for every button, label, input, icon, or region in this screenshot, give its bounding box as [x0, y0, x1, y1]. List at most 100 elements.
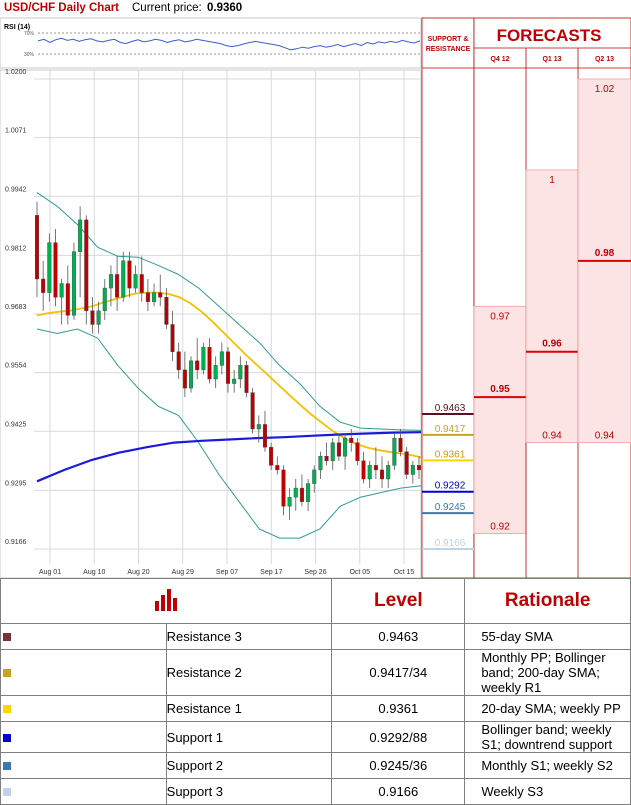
bollinger-lower-line — [36, 328, 422, 539]
y-tick-label: 0.9425 — [5, 421, 27, 428]
level-swatch-cell — [0, 752, 167, 779]
forecast-high-label: 0.97 — [490, 311, 510, 322]
candle-body — [293, 487, 298, 498]
level-row: Resistance 1 0.9361 20-day SMA; weekly PP — [0, 695, 631, 722]
bar-chart-icon — [155, 588, 178, 611]
level-color-swatch — [3, 705, 11, 713]
candle-body — [361, 460, 366, 480]
candle-body — [349, 437, 354, 443]
candle-body — [176, 351, 181, 371]
candle-body — [355, 442, 360, 462]
candle-body — [84, 219, 89, 312]
level-swatch-cell — [0, 623, 167, 650]
level-value: 0.9292/88 — [331, 721, 466, 753]
candle-body — [102, 287, 107, 312]
forecast-median-label: 0.95 — [490, 384, 510, 395]
level-name: Support 1 — [165, 721, 333, 753]
level-row: Support 1 0.9292/88 Bollinger band; weekly… — [0, 721, 631, 753]
candle-body — [152, 292, 157, 302]
candle-body — [207, 346, 212, 380]
forecast-period-label: Q1 13 — [542, 56, 561, 63]
level-rationale: 55-day SMA — [464, 623, 631, 650]
level-name: Resistance 2 — [165, 649, 333, 696]
candle-body — [250, 392, 255, 430]
level-rationale: Bollinger band; weekly S1; downtrend sup… — [464, 721, 631, 753]
candle-body — [47, 242, 52, 293]
candle-body — [232, 378, 237, 384]
level-header: Level — [331, 578, 466, 624]
candle-body — [262, 424, 267, 448]
level-value: 0.9245/36 — [331, 752, 466, 779]
level-color-swatch — [3, 733, 11, 742]
chart-icon-cell — [0, 578, 333, 624]
candle-body — [139, 274, 144, 293]
candle-body — [336, 442, 341, 457]
forecast-high-label: 1.02 — [595, 84, 615, 95]
candle-body — [213, 365, 218, 380]
candle-body — [145, 292, 150, 302]
candle-body — [318, 456, 323, 471]
level-rationale: Monthly S1; weekly S2 — [464, 752, 631, 779]
forecast-period-label: Q4 12 — [490, 56, 509, 63]
sr-level-label: 0.9292 — [435, 481, 466, 492]
sr-column — [421, 17, 475, 578]
level-value: 0.9166 — [331, 778, 466, 805]
sr-level-label: 0.9417 — [435, 424, 466, 435]
level-row: Resistance 3 0.9463 55-day SMA — [0, 623, 631, 650]
candle-body — [367, 465, 372, 480]
sr-level-label: 0.9463 — [435, 403, 466, 414]
level-value: 0.9463 — [331, 623, 466, 650]
x-tick-label: Sep 26 — [304, 569, 326, 576]
candle-body — [306, 483, 311, 502]
level-color-swatch — [3, 669, 11, 677]
level-name: Resistance 1 — [165, 695, 333, 722]
x-tick-label: Aug 10 — [83, 569, 105, 576]
candle-body — [287, 496, 292, 507]
levels-table: Level Rationale Resistance 3 0.9463 55-day… — [0, 578, 631, 805]
levels-table-header: Level Rationale — [0, 578, 631, 624]
x-tick-label: Oct 15 — [394, 569, 415, 576]
current-price-label: Current price: — [132, 2, 202, 14]
candle-body — [398, 437, 403, 452]
level-name: Resistance 3 — [165, 623, 333, 650]
level-name: Support 3 — [165, 778, 333, 805]
forecast-low-label: 0.92 — [490, 522, 510, 533]
level-swatch-cell — [0, 649, 167, 696]
candle-body — [121, 260, 126, 298]
forecast-period-label: Q2 13 — [595, 56, 614, 63]
candle-body — [324, 456, 329, 462]
level-value: 0.9361 — [331, 695, 466, 722]
candle-body — [386, 465, 391, 480]
sr-header-line2: RESISTANCE — [426, 46, 471, 53]
candle-body — [41, 278, 46, 293]
level-row: Support 2 0.9245/36 Monthly S1; weekly S2 — [0, 752, 631, 779]
candle-body — [35, 215, 40, 280]
y-tick-label: 0.9812 — [5, 245, 27, 252]
candle-body — [189, 360, 194, 389]
candle-body — [312, 469, 317, 484]
candle-body — [417, 465, 422, 471]
rsi-line — [37, 37, 421, 51]
forecast-median-label: 0.96 — [542, 339, 562, 350]
candle-body — [115, 274, 120, 298]
level-color-swatch — [3, 762, 11, 770]
candle-body — [343, 437, 348, 457]
candle-body — [53, 242, 58, 298]
candle-body — [170, 324, 175, 352]
chart-title: USD/CHF Daily Chart — [4, 2, 119, 14]
bollinger-upper-line — [36, 192, 422, 431]
candle-body — [78, 219, 83, 252]
level-swatch-cell — [0, 721, 167, 753]
sma-200-line — [36, 431, 422, 483]
usdchf-chart: USD/CHF Daily Chart Current price: 0.9360 R… — [0, 2, 631, 578]
candle-body — [299, 487, 304, 502]
forecast-high-label: 1 — [549, 175, 555, 186]
y-tick-label: 0.9554 — [5, 363, 27, 370]
level-rationale: Monthly PP; Bollinger band; 200-day SMA;… — [464, 649, 631, 696]
forecast-low-label: 0.94 — [542, 431, 562, 442]
candle-body — [219, 351, 224, 366]
candle-body — [127, 260, 132, 289]
candle-body — [275, 465, 280, 471]
candle-body — [133, 274, 138, 289]
candle-body — [380, 469, 385, 480]
